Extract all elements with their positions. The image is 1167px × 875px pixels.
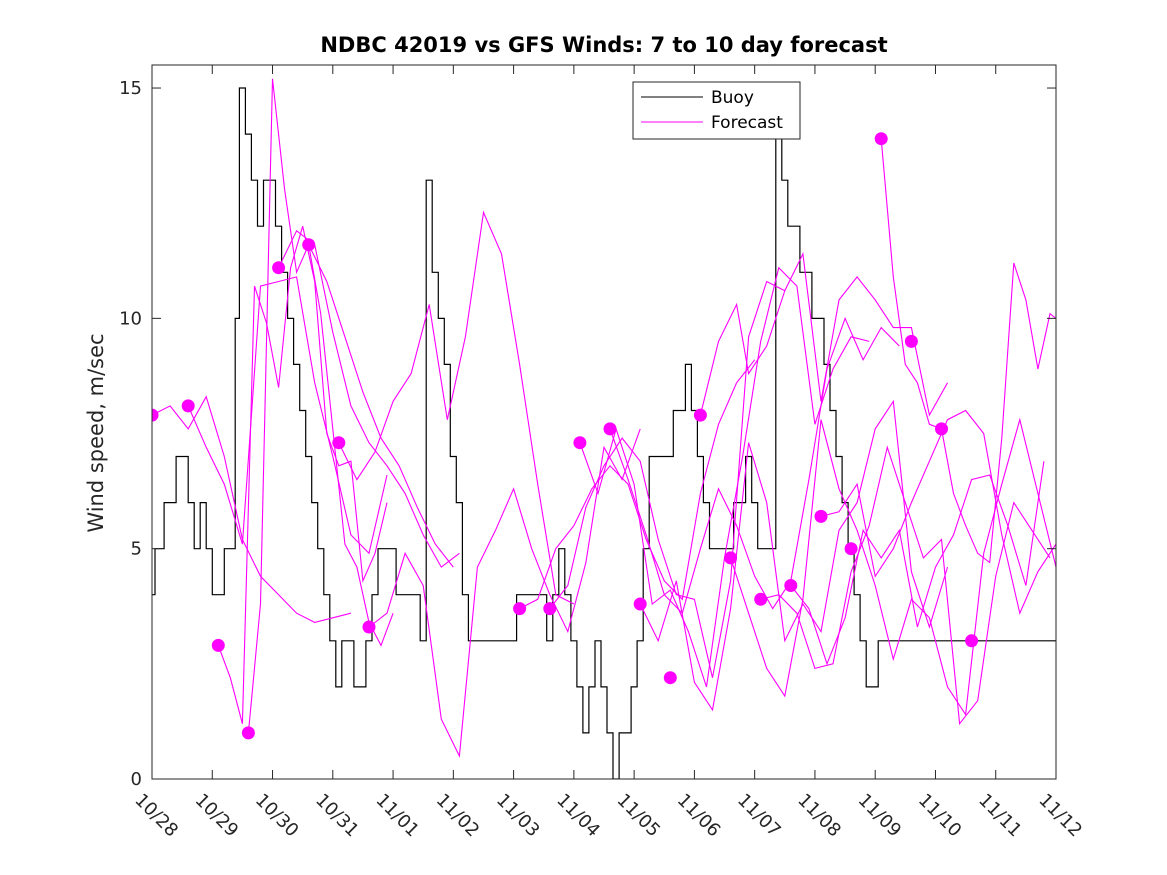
forecast-point-19: [814, 509, 828, 523]
plot-frame: [151, 64, 1057, 780]
forecast-point-21: [874, 132, 888, 146]
forecast-point-6: [302, 238, 316, 252]
x-tick-label: 10/30: [251, 790, 303, 842]
y-axis-label: Wind speed, m/sec: [84, 333, 108, 532]
legend-forecast-label: Forecast: [711, 113, 783, 133]
forecast-point-22: [904, 334, 918, 348]
plot-data-group: [152, 78, 1056, 779]
forecast-point-15: [693, 408, 707, 422]
x-tick-label: 11/01: [372, 790, 424, 842]
forecast-point-3: [211, 638, 225, 652]
x-tick-label: 11/03: [492, 790, 544, 842]
forecast-line-12: [609, 316, 900, 615]
y-tick-label: 5: [131, 539, 142, 560]
forecast-point-24: [965, 634, 979, 648]
forecast-point-16: [724, 551, 738, 565]
forecast-points-layer: [152, 132, 979, 740]
y-tick-label: 0: [131, 769, 142, 790]
x-tick-label: 11/07: [733, 790, 785, 842]
forecast-point-17: [754, 592, 768, 606]
buoy-line: [152, 87, 1056, 779]
legend: Buoy Forecast: [632, 81, 801, 140]
x-tick-label: 10/29: [191, 790, 243, 842]
x-tick-label: 11/10: [914, 790, 966, 842]
x-tick-label: 10/31: [311, 790, 363, 842]
x-tick-label: 10/28: [130, 790, 182, 842]
forecast-point-5: [272, 261, 286, 275]
forecast-line-18: [820, 409, 1056, 615]
forecast-line-19: [880, 138, 1056, 564]
forecast-point-10: [543, 602, 557, 616]
forecast-point-11: [573, 436, 587, 450]
forecast-point-4: [241, 726, 255, 740]
forecast-point-13: [633, 597, 647, 611]
forecast-line-15: [730, 417, 1056, 717]
forecast-point-2: [181, 399, 195, 413]
forecast-point-14: [663, 671, 677, 685]
forecast-line-3: [217, 226, 388, 724]
x-tick-label: 11/05: [613, 790, 665, 842]
x-tick-label: 11/02: [432, 790, 484, 842]
buoy-series-layer: [152, 87, 1056, 779]
plot-area-background: [152, 65, 1056, 779]
x-tick-label: 11/08: [793, 790, 845, 842]
x-tick-label: 11/11: [974, 790, 1026, 842]
forecast-line-13: [639, 399, 949, 712]
y-tick-label: 10: [119, 308, 142, 329]
x-tick-label: 11/09: [854, 790, 906, 842]
forecast-line-17: [790, 461, 1045, 666]
forecast-point-8: [362, 620, 376, 634]
forecast-line-16: [760, 445, 1051, 726]
y-axis: 0 5 10 15: [119, 78, 1056, 790]
legend-buoy-label: Buoy: [711, 88, 754, 108]
legend-box: [632, 81, 801, 140]
x-tick-label: 11/04: [552, 790, 604, 842]
forecast-line-6: [308, 244, 454, 568]
forecast-point-1: [152, 408, 159, 422]
forecast-line-8: [368, 428, 641, 758]
forecast-point-23: [935, 422, 948, 436]
forecast-line-7: [338, 210, 575, 605]
forecast-point-20: [844, 542, 858, 556]
forecast-line-2: [187, 276, 388, 555]
forecast-point-18: [784, 579, 798, 592]
forecast-line-14: [699, 252, 948, 417]
forecast-line-1: [152, 395, 352, 623]
forecast-line-9: [519, 359, 756, 610]
forecast-line-10: [549, 280, 786, 678]
x-tick-label: 11/06: [673, 790, 725, 842]
forecast-point-9: [513, 602, 527, 616]
y-tick-label: 15: [119, 78, 142, 99]
forecast-point-7: [332, 436, 346, 450]
x-tick-label: 11/12: [1034, 790, 1086, 842]
forecast-point-12: [603, 422, 617, 436]
chart-title: NDBC 42019 vs GFS Winds: 7 to 10 day for…: [320, 33, 887, 57]
